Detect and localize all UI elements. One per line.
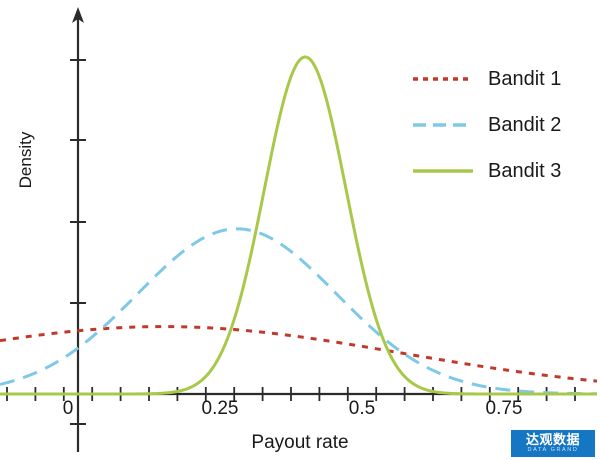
x-axis-ticks <box>6 387 576 401</box>
watermark-logo-english: DATA GRAND <box>527 447 579 454</box>
density-curve-bandit-1 <box>0 325 598 383</box>
watermark-logo-chinese: 达观数据 <box>525 432 580 448</box>
y-axis-title: Density <box>16 131 35 189</box>
density-curve-bandit-3 <box>0 55 597 396</box>
watermark-logo: 达观数据 DATA GRAND <box>511 430 595 457</box>
legend-swatch-bandit-3 <box>413 169 473 173</box>
legend-swatch-bandit-2 <box>413 123 473 127</box>
legend-item-bandit-2: Bandit 2 <box>412 112 561 138</box>
x-tick-label-0: 0 <box>62 398 74 419</box>
legend-swatch-bandit-1 <box>413 77 473 81</box>
x-axis-title: Payout rate <box>251 432 349 453</box>
legend-label-bandit-2: Bandit 2 <box>488 113 562 136</box>
x-tick-label-1: 0.25 <box>201 398 239 419</box>
density-curve-bandit-2 <box>0 227 598 396</box>
chart-legend: Bandit 1 Bandit 2 Bandit 3 <box>412 66 561 184</box>
legend-item-bandit-3: Bandit 3 <box>412 158 561 184</box>
y-axis-arrow-icon <box>72 7 84 23</box>
legend-label-bandit-1: Bandit 1 <box>488 67 562 90</box>
density-curves <box>0 55 598 396</box>
legend-item-bandit-1: Bandit 1 <box>412 66 561 92</box>
x-tick-label-2: 0.5 <box>348 398 376 419</box>
legend-label-bandit-3: Bandit 3 <box>488 159 562 182</box>
y-axis-ticks <box>70 59 86 425</box>
x-tick-label-3: 0.75 <box>485 398 523 419</box>
